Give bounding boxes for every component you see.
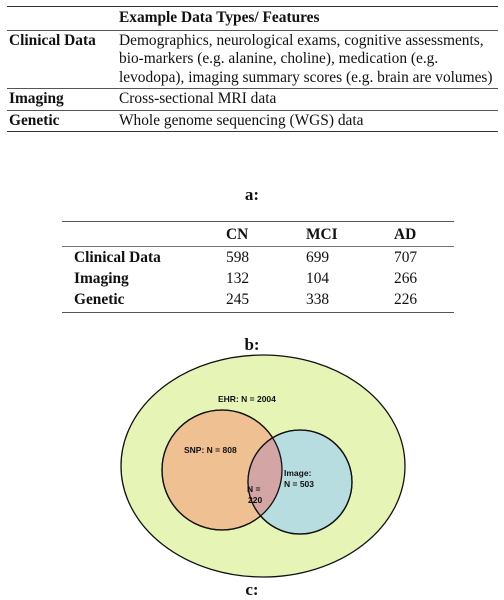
cell-value: 132 <box>226 270 250 287</box>
counts-table: CN MCI AD Clinical Data 598 699 707 Imag… <box>62 221 454 313</box>
table-row: Clinical Data Demographics, neurological… <box>7 29 498 89</box>
cell-value: 266 <box>394 270 418 287</box>
column-header-mci: MCI <box>306 221 394 247</box>
cell-value: 104 <box>306 270 330 287</box>
column-header-cn: CN <box>226 221 306 247</box>
row-features-clinical: Demographics, neurological exams, cognit… <box>117 29 498 89</box>
data-types-header-row: Example Data Types/ Features <box>7 6 498 30</box>
cell-value: 338 <box>306 289 394 313</box>
image-circle-outline <box>247 429 353 535</box>
row-label-genetic: Genetic <box>7 109 117 132</box>
row-label: Imaging <box>74 270 129 287</box>
row-label-imaging: Imaging <box>7 88 117 110</box>
snp-circle-outline <box>161 409 283 531</box>
header-blank-cell <box>7 6 117 30</box>
counts-header-row: CN MCI AD <box>62 221 454 247</box>
table-row: Genetic 245 338 226 <box>62 289 454 313</box>
cell-value: 245 <box>226 289 306 313</box>
cell-value: 699 <box>306 249 330 266</box>
data-types-header: Example Data Types/ Features <box>117 6 498 30</box>
cell-value: 598 <box>226 249 250 266</box>
image-label-line2: N = 503 <box>284 479 314 489</box>
column-header-ad: AD <box>394 221 454 247</box>
table-row: Imaging Cross-sectional MRI data <box>7 88 498 110</box>
row-features-imaging: Cross-sectional MRI data <box>117 88 498 110</box>
cell-value: 226 <box>394 289 454 313</box>
overlap-label-line2: 220 <box>248 495 262 505</box>
image-label-line1: Image: <box>284 468 312 478</box>
counts-header-blank <box>62 221 226 247</box>
cell-value: 707 <box>394 249 418 266</box>
snp-label: SNP: N = 808 <box>184 445 237 455</box>
caption-a: a: <box>244 185 260 204</box>
caption-b: b: <box>244 335 260 354</box>
table-row: Genetic Whole genome sequencing (WGS) da… <box>7 109 498 132</box>
data-types-table: Example Data Types/ Features Clinical Da… <box>7 6 498 132</box>
ehr-label: EHR: N = 2004 <box>218 394 276 404</box>
row-label: Genetic <box>62 289 226 313</box>
caption-c: c: <box>245 580 259 599</box>
row-features-genetic: Whole genome sequencing (WGS) data <box>117 109 498 132</box>
row-label: Clinical Data <box>74 249 161 266</box>
table-row: Clinical Data 598 699 707 <box>62 247 454 269</box>
table-row: Imaging 132 104 266 <box>62 268 454 289</box>
row-label-clinical: Clinical Data <box>7 29 117 89</box>
overlap-label-line1: N = <box>247 484 261 494</box>
